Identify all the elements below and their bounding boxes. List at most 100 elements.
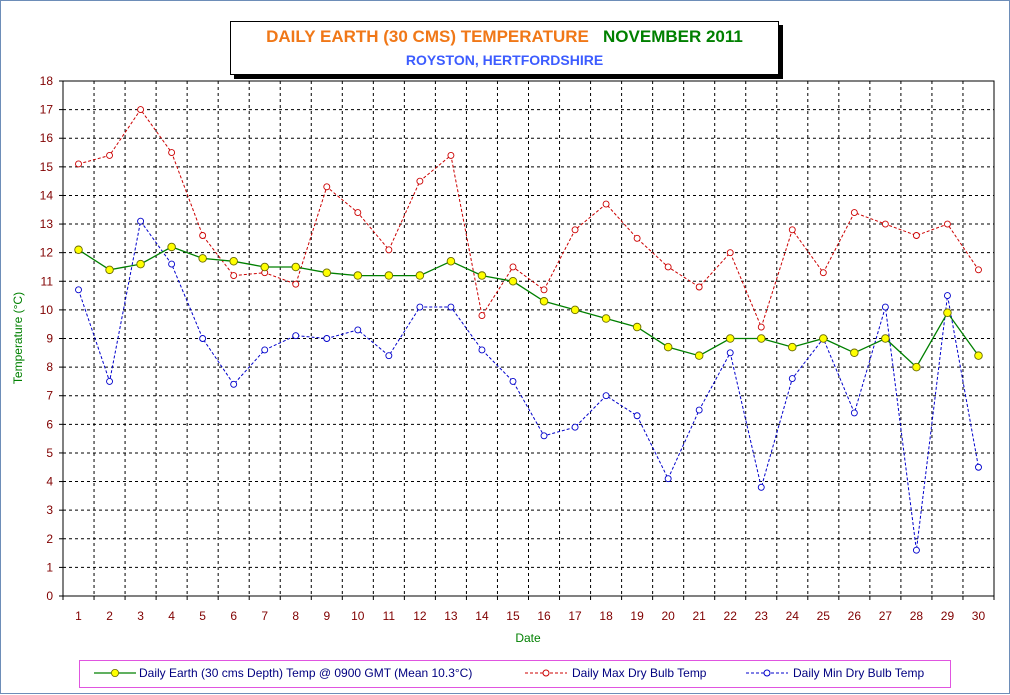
data-point-min bbox=[912, 546, 920, 554]
x-tick-label: 3 bbox=[137, 609, 144, 623]
chart-title-box: DAILY EARTH (30 CMS) TEMPERATURE NOVEMBE… bbox=[230, 21, 779, 75]
data-point-max bbox=[447, 151, 455, 159]
data-point-min bbox=[602, 392, 610, 400]
data-point-max bbox=[850, 209, 858, 217]
data-point-earth bbox=[167, 242, 176, 252]
y-tick-label: 7 bbox=[46, 389, 53, 403]
data-point-min bbox=[447, 303, 455, 311]
chart-title: DAILY EARTH (30 CMS) TEMPERATURE NOVEMBE… bbox=[231, 27, 778, 47]
x-tick-label: 27 bbox=[879, 609, 893, 623]
data-point-min bbox=[788, 375, 796, 383]
data-point-min bbox=[230, 380, 238, 388]
data-point-min bbox=[540, 432, 548, 440]
data-point-max bbox=[292, 280, 300, 288]
data-point-earth bbox=[229, 257, 238, 266]
series-layer bbox=[74, 106, 983, 554]
data-point-earth bbox=[508, 277, 518, 286]
y-tick-label: 12 bbox=[40, 246, 54, 260]
data-point-min bbox=[354, 326, 362, 334]
x-tick-label: 17 bbox=[568, 609, 582, 623]
data-point-max bbox=[633, 234, 641, 242]
data-point-earth bbox=[974, 351, 983, 360]
data-point-earth bbox=[694, 351, 704, 360]
data-point-min bbox=[106, 377, 114, 385]
y-tick-label: 13 bbox=[40, 217, 54, 231]
x-tick-label: 2 bbox=[106, 609, 113, 623]
data-point-min bbox=[571, 423, 579, 431]
x-tick-label: 29 bbox=[941, 609, 955, 623]
y-tick-label: 14 bbox=[40, 188, 54, 202]
data-point-max bbox=[726, 249, 734, 257]
series-line-min bbox=[78, 219, 979, 551]
x-tick-label: 20 bbox=[661, 609, 675, 623]
data-point-max bbox=[509, 263, 517, 271]
x-tick-label: 19 bbox=[630, 609, 644, 623]
data-point-max bbox=[571, 226, 579, 234]
data-point-min bbox=[944, 292, 951, 300]
data-point-min bbox=[478, 346, 486, 354]
data-point-earth bbox=[74, 245, 83, 255]
y-tick-label: 6 bbox=[46, 417, 53, 431]
legend-label-min: Daily Min Dry Bulb Temp bbox=[793, 666, 925, 680]
y-tick-label: 18 bbox=[40, 74, 54, 88]
y-axis-label: Temperature (°C) bbox=[11, 292, 25, 384]
y-tick-label: 17 bbox=[40, 103, 54, 117]
data-point-earth bbox=[663, 342, 673, 352]
x-tick-label: 22 bbox=[724, 609, 738, 623]
y-tick-label: 1 bbox=[46, 560, 53, 574]
data-point-min bbox=[633, 412, 641, 420]
data-point-max bbox=[75, 160, 82, 168]
data-point-earth bbox=[384, 271, 394, 280]
data-point-max bbox=[478, 312, 486, 320]
chart-subtitle: ROYSTON, HERTFORDSHIRE bbox=[405, 52, 604, 68]
y-tick-label: 11 bbox=[41, 274, 54, 288]
data-point-max bbox=[975, 266, 982, 274]
x-axis-label: Date bbox=[515, 631, 541, 645]
data-point-max bbox=[757, 323, 765, 331]
data-point-min bbox=[199, 335, 207, 342]
data-point-max bbox=[323, 183, 331, 191]
legend-symbol-min bbox=[746, 669, 788, 677]
y-tick-label: 16 bbox=[40, 131, 54, 145]
data-point-min bbox=[726, 349, 734, 357]
data-point-max bbox=[106, 151, 114, 159]
data-point-min bbox=[664, 475, 672, 483]
data-point-earth bbox=[198, 254, 207, 263]
data-point-min bbox=[261, 346, 269, 354]
data-point-min bbox=[168, 260, 176, 268]
data-point-earth bbox=[260, 262, 269, 272]
y-tick-label: 3 bbox=[46, 503, 53, 517]
data-point-max bbox=[788, 226, 796, 234]
data-point-earth bbox=[943, 308, 952, 318]
x-tick-label: 1 bbox=[75, 609, 82, 623]
x-tick-label: 21 bbox=[693, 609, 707, 623]
y-tick-label: 10 bbox=[40, 303, 54, 317]
x-tick-label: 30 bbox=[972, 609, 986, 623]
x-tick-label: 7 bbox=[261, 609, 268, 623]
data-point-min bbox=[509, 377, 517, 385]
data-point-max bbox=[881, 220, 889, 228]
x-tick-label: 12 bbox=[413, 609, 427, 623]
x-tick-label: 15 bbox=[506, 609, 520, 623]
legend-symbol-earth bbox=[94, 669, 136, 677]
data-point-max bbox=[819, 269, 827, 277]
x-tick-label: 16 bbox=[537, 609, 551, 623]
data-point-earth bbox=[322, 268, 332, 277]
data-point-earth bbox=[819, 334, 828, 343]
data-point-max bbox=[385, 246, 393, 254]
data-point-max bbox=[137, 106, 145, 114]
x-tick-label: 26 bbox=[848, 609, 862, 623]
x-tick-label: 13 bbox=[444, 609, 458, 623]
legend-symbol-max bbox=[525, 669, 567, 677]
data-point-min bbox=[75, 286, 82, 294]
x-tick-label: 5 bbox=[199, 609, 206, 623]
data-point-max bbox=[540, 286, 548, 294]
y-tick-label: 5 bbox=[46, 446, 53, 460]
data-point-earth bbox=[725, 334, 735, 343]
x-tick-label: 4 bbox=[168, 609, 175, 623]
data-point-min bbox=[416, 303, 424, 311]
x-tick-label: 9 bbox=[323, 609, 330, 623]
data-point-max bbox=[199, 232, 207, 239]
